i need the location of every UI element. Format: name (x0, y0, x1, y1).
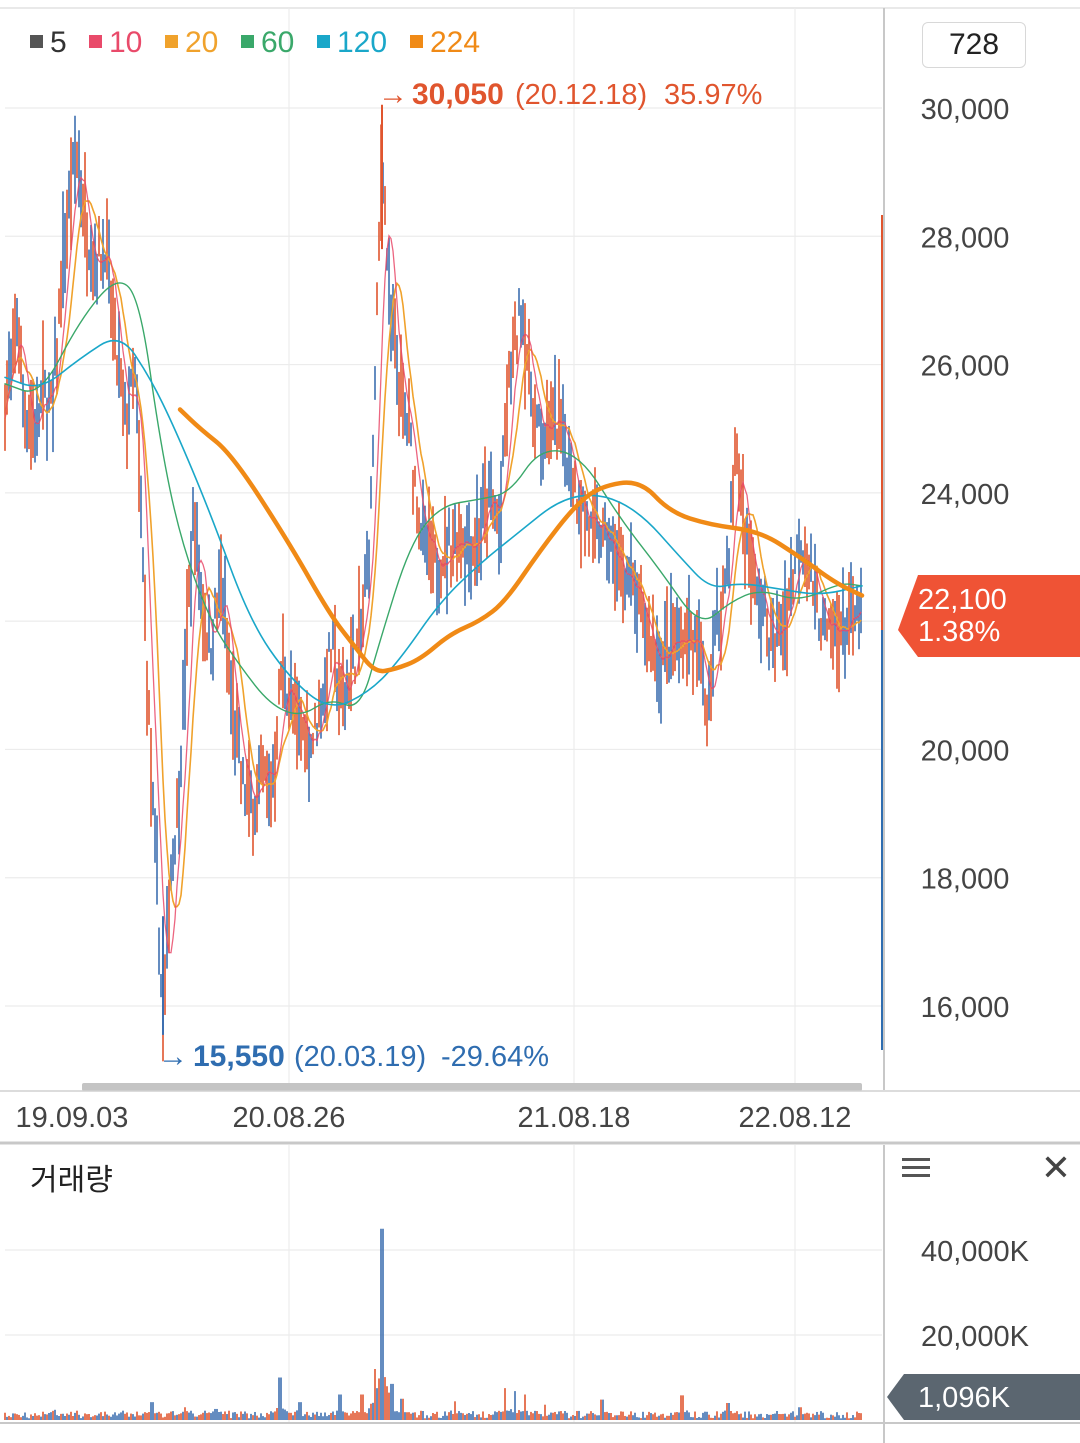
volume-tick-label: 20,000K (921, 1321, 1030, 1353)
low-arrow: → (158, 1040, 188, 1073)
x-axis-labels: 19.09.03 20.08.26 21.08.18 22.08.12 (16, 1102, 852, 1134)
price-axis-labels: 30,000 28,000 26,000 24,000 20,000 18,000 16,0… (921, 94, 1010, 1024)
ma-60-line (4, 282, 863, 715)
legend-label: 20 (185, 26, 218, 59)
legend-swatch (165, 35, 178, 48)
current-price: 22,100 (918, 584, 1007, 616)
high-date: (20.12.18) (515, 79, 647, 111)
legend-label: 60 (261, 26, 294, 59)
low-marker: → 15,550 (20.03.19) -29.64% (158, 1040, 549, 1073)
x-tick-label: 22.08.12 (739, 1102, 852, 1134)
volume-current-badge (887, 1374, 1080, 1420)
high-price: 30,050 (412, 78, 504, 111)
high-arrow: → (378, 78, 408, 111)
volume-bars (4, 1228, 862, 1420)
price-tick-label: 30,000 (921, 94, 1010, 126)
menu-icon[interactable] (902, 1156, 930, 1180)
scroll-bar[interactable] (82, 1083, 862, 1091)
price-tick-label: 20,000 (921, 735, 1010, 767)
low-pct: -29.64% (441, 1041, 549, 1073)
legend-label: 5 (50, 26, 67, 59)
vertical-grid (288, 8, 796, 1423)
low-price: 15,550 (193, 1040, 285, 1073)
low-date: (20.03.19) (294, 1041, 426, 1073)
legend-swatch (410, 35, 423, 48)
legend-swatch (317, 35, 330, 48)
moving-averages (4, 176, 865, 954)
x-tick-label: 19.09.03 (16, 1102, 129, 1134)
price-tick-label: 26,000 (921, 351, 1010, 383)
x-tick-label: 20.08.26 (233, 1102, 346, 1134)
volume-tick-label: 40,000K (921, 1236, 1030, 1268)
price-tick-label: 16,000 (921, 992, 1010, 1024)
volume-axis-labels: 40,000K 20,000K (921, 1236, 1030, 1353)
legend-label: 10 (109, 26, 142, 59)
current-price-badge (898, 575, 1080, 657)
zoom-level-box[interactable]: 728 (922, 22, 1026, 68)
x-tick-label: 21.08.18 (518, 1102, 631, 1134)
legend-swatch (89, 35, 102, 48)
current-change-pct: 1.38% (918, 616, 1000, 648)
price-tick-label: 18,000 (921, 864, 1010, 896)
legend-label: 120 (337, 26, 387, 59)
legend-label: 224 (430, 26, 480, 59)
price-tick-label: 28,000 (921, 222, 1010, 254)
legend-swatch (30, 35, 43, 48)
high-pct: 35.97% (664, 79, 762, 111)
close-icon[interactable]: ✕ (1040, 1147, 1072, 1188)
ma-legend: 5 10 20 60 120 224 (30, 26, 480, 59)
ma-224-line (177, 407, 865, 674)
high-marker: → 30,050 (20.12.18) 35.97% (378, 78, 762, 111)
volume-grid (5, 1249, 882, 1336)
volume-title: 거래량 (30, 1164, 113, 1197)
volume-current: 1,096K (918, 1382, 1011, 1414)
price-tick-label: 24,000 (921, 479, 1010, 511)
legend-swatch (241, 35, 254, 48)
ma-10-line (4, 176, 862, 954)
